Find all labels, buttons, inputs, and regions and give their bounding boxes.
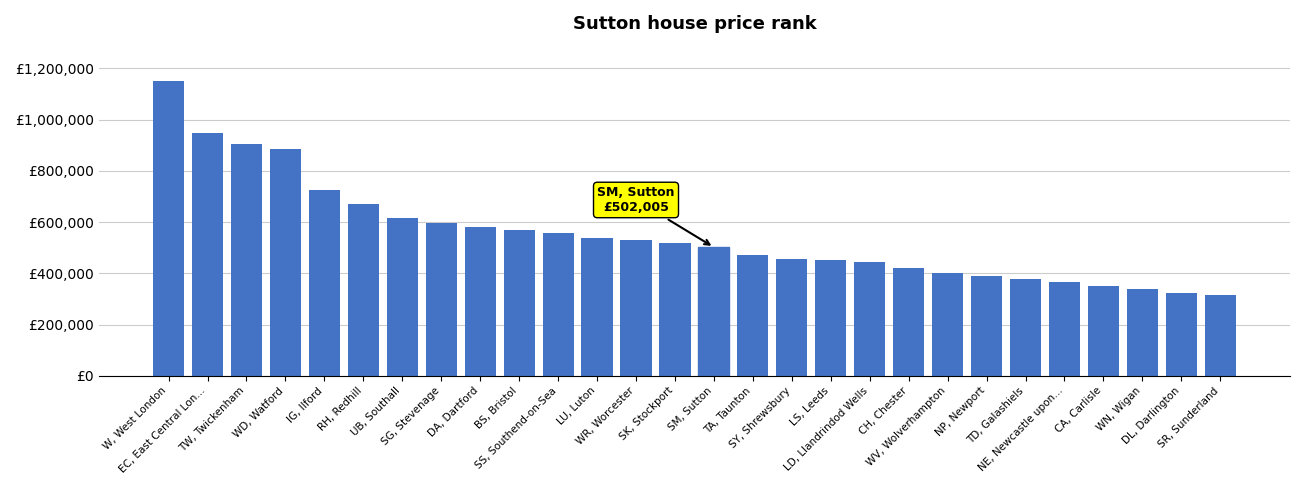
Bar [231,144,262,376]
Bar [504,230,535,376]
Bar [1088,286,1118,376]
Text: SM, Sutton
£502,005: SM, Sutton £502,005 [598,186,710,245]
Title: Sutton house price rank: Sutton house price rank [573,15,817,33]
Bar [893,268,924,376]
Bar [620,240,651,376]
Bar [855,262,885,376]
Bar [659,243,690,376]
Bar [347,204,378,376]
Bar [270,149,301,376]
Bar [582,238,612,376]
Bar [192,132,223,376]
Bar [309,190,341,376]
Bar [776,259,808,376]
Bar [386,218,418,376]
Bar [1205,295,1236,376]
Bar [816,260,847,376]
Bar [971,276,1002,376]
Bar [1165,293,1197,376]
Bar [543,233,574,376]
Bar [737,255,769,376]
Bar [1049,282,1081,376]
Bar [1126,289,1158,376]
Bar [425,223,457,376]
Bar [465,227,496,376]
Bar [153,81,184,376]
Bar [932,273,963,376]
Bar [698,247,729,376]
Bar [1010,279,1041,376]
